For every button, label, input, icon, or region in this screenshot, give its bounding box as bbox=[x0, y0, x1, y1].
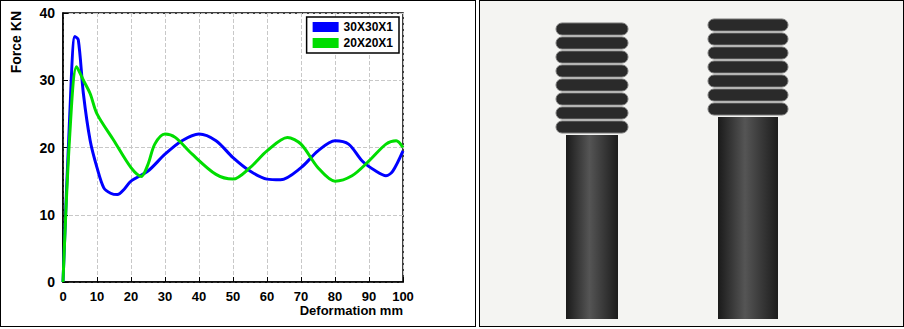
svg-text:10: 10 bbox=[90, 289, 104, 304]
svg-text:0: 0 bbox=[59, 289, 66, 304]
svg-text:70: 70 bbox=[294, 289, 308, 304]
svg-text:30X30X1: 30X30X1 bbox=[344, 20, 394, 34]
svg-text:30: 30 bbox=[158, 289, 172, 304]
svg-text:20X20X1: 20X20X1 bbox=[344, 36, 394, 50]
svg-text:Deformation mm: Deformation mm bbox=[300, 303, 403, 318]
svg-text:Force KN: Force KN bbox=[8, 11, 24, 73]
svg-text:0: 0 bbox=[47, 274, 55, 290]
svg-text:80: 80 bbox=[328, 289, 342, 304]
svg-text:90: 90 bbox=[362, 289, 376, 304]
svg-text:20: 20 bbox=[124, 289, 138, 304]
svg-text:10: 10 bbox=[39, 207, 55, 223]
svg-text:40: 40 bbox=[39, 5, 55, 21]
svg-text:40: 40 bbox=[192, 289, 206, 304]
svg-text:100: 100 bbox=[392, 289, 414, 304]
svg-text:30: 30 bbox=[39, 72, 55, 88]
svg-text:20: 20 bbox=[39, 140, 55, 156]
svg-text:60: 60 bbox=[260, 289, 274, 304]
svg-text:50: 50 bbox=[226, 289, 240, 304]
